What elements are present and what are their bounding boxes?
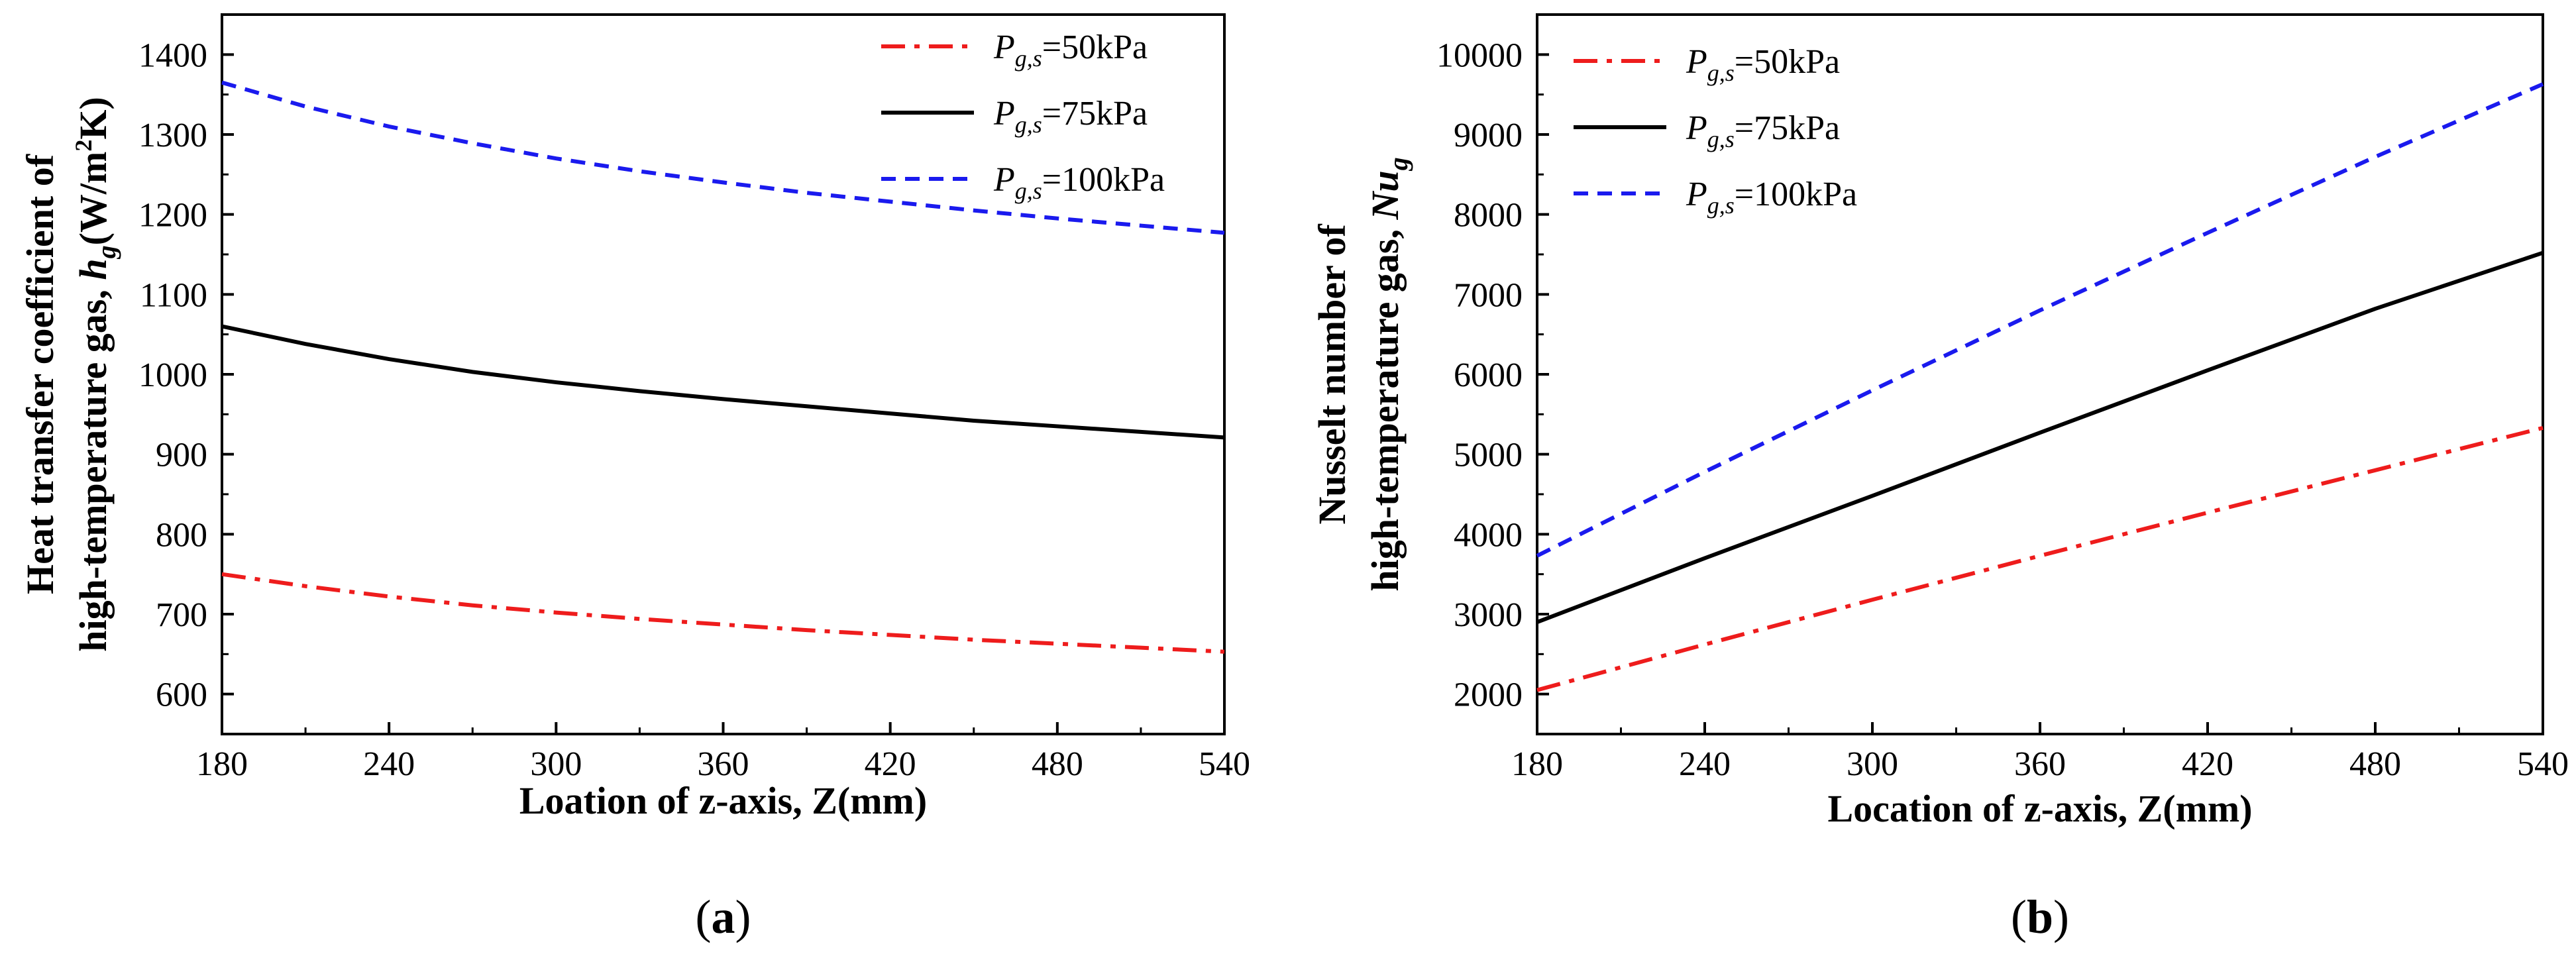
y-tick-label: 7000	[1454, 276, 1523, 314]
x-tick-label: 240	[1679, 745, 1731, 783]
x-tick-label: 540	[1199, 745, 1250, 783]
x-tick-label: 480	[2349, 745, 2401, 783]
y-tick-label: 4000	[1454, 516, 1523, 554]
legend: Pg,s=50kPa Pg,s=75kPa Pg,s=100kPa	[1574, 43, 1857, 219]
x-tick-label: 240	[363, 745, 415, 783]
y-tick-label: 1200	[138, 197, 207, 235]
x-tick-label: 360	[698, 745, 749, 783]
x-tick-label: 540	[2517, 745, 2569, 783]
legend: Pg,s=50kPa Pg,s=75kPa Pg,s=100kPa	[881, 28, 1165, 204]
y-tick-label: 3000	[1454, 596, 1523, 634]
y-tick-label: 10000	[1436, 36, 1523, 74]
series-line-2	[1536, 250, 2544, 624]
x-tick-label: 300	[530, 745, 582, 783]
y-tick-label: 800	[156, 516, 207, 554]
y-axis-label-line1: Nusselt number of	[1311, 224, 1354, 525]
series-line-2	[221, 324, 1225, 440]
x-axis-label: Loation of z-axis, Z(mm)	[519, 779, 927, 822]
x-tick-label: 180	[196, 745, 248, 783]
series-line-3	[1536, 82, 2544, 558]
y-tick-label: 6000	[1454, 356, 1523, 394]
y-axis-label-line2: high-temperature gas, hg(W/m2K)	[70, 97, 121, 652]
x-tick-label: 420	[865, 745, 916, 783]
x-tick-label: 360	[2014, 745, 2066, 783]
series-line-1	[221, 572, 1225, 654]
series-line-1	[1536, 425, 2544, 692]
panel-a-chart: 180 240 300 360 420 480 540 600 700 800 900 1000 110…	[19, 13, 1250, 943]
series-line-3	[221, 80, 1225, 235]
y-tick-label: 8000	[1454, 197, 1523, 235]
panel-label: (b)	[2011, 890, 2069, 943]
y-tick-label: 700	[156, 596, 207, 634]
x-tick-label: 420	[2182, 745, 2233, 783]
y-tick-label: 5000	[1454, 437, 1523, 474]
y-tick-label: 1100	[140, 276, 207, 314]
panel-label: (a)	[696, 890, 751, 943]
panel-b-chart: 180 240 300 360 420 480 540 2000 3000 4000 5000 600…	[1311, 13, 2569, 943]
legend-label-3: Pg,s=100kPa	[1686, 176, 1857, 219]
legend-label-2: Pg,s=75kPa	[993, 95, 1148, 138]
x-tick-label: 180	[1511, 745, 1563, 783]
x-axis-label: Location of z-axis, Z(mm)	[1827, 787, 2252, 830]
y-axis-label-line2: high-temperature gas, Nug	[1364, 157, 1413, 591]
y-tick-label: 9000	[1454, 117, 1523, 154]
x-tick-label: 300	[1847, 745, 1898, 783]
x-tick-label: 480	[1032, 745, 1083, 783]
y-tick-label: 2000	[1454, 676, 1523, 714]
legend-label-1: Pg,s=50kPa	[993, 28, 1148, 72]
y-tick-label: 600	[156, 676, 207, 714]
y-axis-label-line1: Heat transfer coefficient of	[19, 154, 62, 594]
y-tick-label: 1000	[138, 356, 207, 394]
legend-label-1: Pg,s=50kPa	[1686, 43, 1840, 86]
legend-label-3: Pg,s=100kPa	[993, 161, 1165, 204]
y-tick-label: 1400	[138, 36, 207, 74]
y-tick-label: 900	[156, 437, 207, 474]
y-tick-label: 1300	[138, 117, 207, 154]
legend-label-2: Pg,s=75kPa	[1686, 109, 1840, 152]
